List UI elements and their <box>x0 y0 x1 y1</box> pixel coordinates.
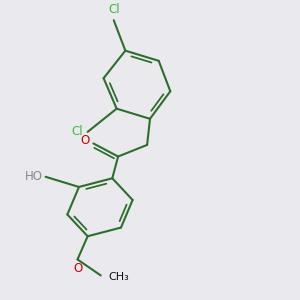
Text: Cl: Cl <box>108 3 120 16</box>
Text: O: O <box>73 262 82 275</box>
Text: Cl: Cl <box>72 125 83 138</box>
Text: O: O <box>81 134 90 147</box>
Text: HO: HO <box>25 170 43 183</box>
Text: CH₃: CH₃ <box>108 272 129 282</box>
